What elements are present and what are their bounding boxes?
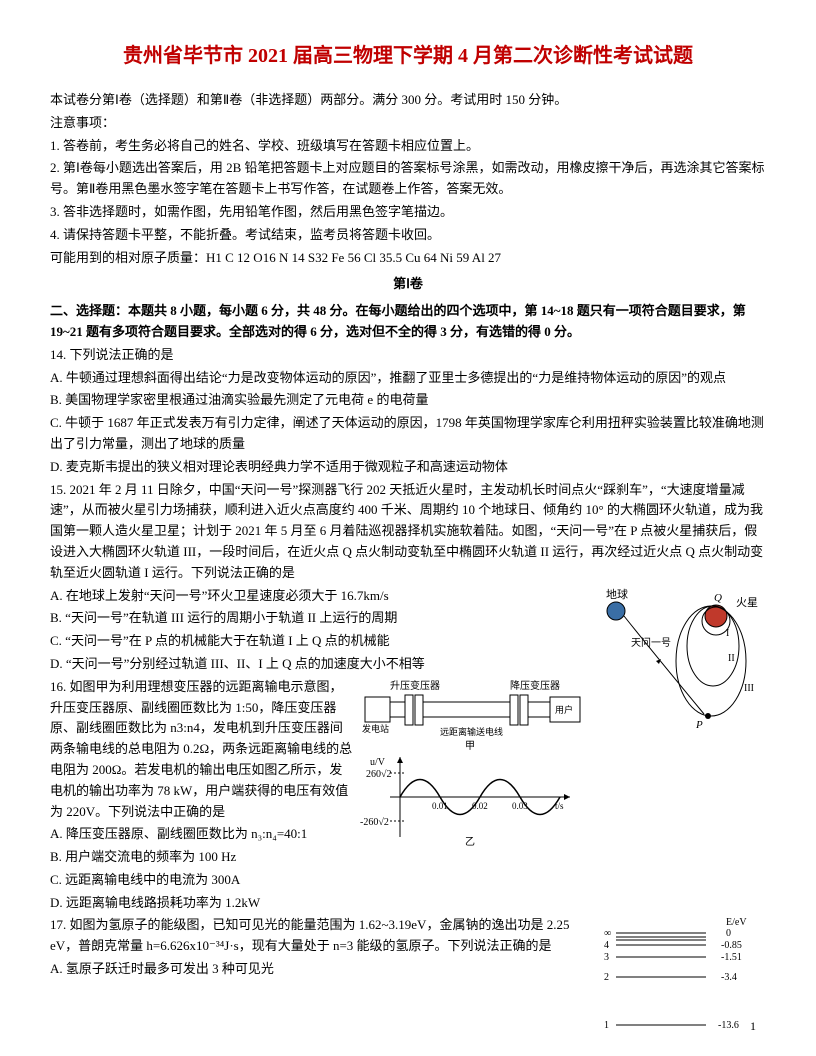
section-2-instruction: 二、选择题：本题共 8 小题，每小题 6 分，共 48 分。在每小题给出的四个选… <box>50 301 766 343</box>
svg-text:天问一号: 天问一号 <box>631 636 671 649</box>
svg-text:P: P <box>695 719 703 731</box>
svg-text:远距离输送电线: 远距离输送电线 <box>440 726 503 737</box>
svg-text:0: 0 <box>726 928 731 939</box>
svg-text:-0.85: -0.85 <box>721 940 742 951</box>
svg-text:Q: Q <box>714 592 722 604</box>
atomic-masses: 可能用到的相对原子质量：H1 C 12 O16 N 14 S32 Fe 56 C… <box>50 248 766 269</box>
notice-3: 3. 答非选择题时，如需作图，先用铅笔作图，然后用黑色签字笔描边。 <box>50 202 766 223</box>
svg-text:乙: 乙 <box>465 836 475 847</box>
exam-title: 贵州省毕节市 2021 届高三物理下学期 4 月第二次诊断性考试试题 <box>50 40 766 72</box>
volume-1-header: 第Ⅰ卷 <box>50 274 766 295</box>
page-number: 1 <box>750 1017 756 1036</box>
notice-2: 2. 第Ⅰ卷每小题选出答案后，用 2B 铅笔把答题卡上对应题目的答案标号涂黑，如… <box>50 158 766 200</box>
svg-text:0.02: 0.02 <box>472 801 488 811</box>
notice-header: 注意事项： <box>50 113 766 134</box>
svg-text:地球: 地球 <box>606 587 628 601</box>
svg-text:0.01: 0.01 <box>432 801 448 811</box>
svg-text:升压变压器: 升压变压器 <box>390 679 440 692</box>
svg-text:-3.4: -3.4 <box>721 972 737 983</box>
svg-text:火星: 火星 <box>736 596 758 609</box>
svg-text:4: 4 <box>604 940 609 951</box>
svg-text:t/s: t/s <box>555 801 564 811</box>
q14-stem: 14. 下列说法正确的是 <box>50 345 766 366</box>
svg-text:-1.51: -1.51 <box>721 952 742 963</box>
svg-text:发电站: 发电站 <box>362 723 389 734</box>
svg-text:-260√2: -260√2 <box>360 817 389 828</box>
notice-1: 1. 答卷前，考生务必将自己的姓名、学校、班级填写在答题卡相应位置上。 <box>50 136 766 157</box>
svg-text:-13.6: -13.6 <box>718 1020 739 1031</box>
figure-q17: E/eV ∞ 0 4 -0.85 3 -1.51 2 -3.4 1 -13.6 <box>596 915 766 1035</box>
figure-q16: 升压变压器 降压变压器 发电站 用户 远距离输送电线 甲 u/V 260√2 -… <box>360 677 590 847</box>
svg-text:0.03: 0.03 <box>512 801 528 811</box>
figure-q15: 地球 火星 Q I II III P 天问一号 <box>596 586 766 736</box>
notice-4: 4. 请保持答题卡平整，不能折叠。考试结束，监考员将答题卡收回。 <box>50 225 766 246</box>
svg-text:E/eV: E/eV <box>726 917 747 928</box>
svg-text:用户: 用户 <box>555 704 573 715</box>
svg-text:3: 3 <box>604 952 609 963</box>
svg-text:∞: ∞ <box>604 928 611 939</box>
svg-text:2: 2 <box>604 972 609 983</box>
q16-c: C. 远距离输电线中的电流为 300A <box>50 870 766 891</box>
svg-text:甲: 甲 <box>465 741 475 752</box>
q16-b: B. 用户端交流电的频率为 100 Hz <box>50 847 766 868</box>
q14-a: A. 牛顿通过理想斜面得出结论“力是改变物体运动的原因”，推翻了亚里士多德提出的… <box>50 368 766 389</box>
svg-text:1: 1 <box>604 1020 609 1031</box>
svg-text:260√2: 260√2 <box>366 769 392 780</box>
svg-text:降压变压器: 降压变压器 <box>510 679 560 692</box>
svg-text:III: III <box>744 683 754 694</box>
q16-d: D. 远距离输电线路损耗功率为 1.2kW <box>50 893 766 914</box>
svg-text:II: II <box>728 653 735 664</box>
intro-text: 本试卷分第Ⅰ卷（选择题）和第Ⅱ卷（非选择题）两部分。满分 300 分。考试用时 … <box>50 90 766 111</box>
svg-text:I: I <box>726 628 729 639</box>
q15-stem-part1: 15. 2021 年 2 月 11 日除夕，中国“天问一号”探测器飞行 202 … <box>50 480 766 584</box>
q14-c: C. 牛顿于 1687 年正式发表万有引力定律，阐述了天体运动的原因，1798 … <box>50 413 766 455</box>
svg-text:u/V: u/V <box>370 757 386 768</box>
q14-d: D. 麦克斯韦提出的狭义相对理论表明经典力学不适用于微观粒子和高速运动物体 <box>50 457 766 478</box>
q14-b: B. 美国物理学家密里根通过油滴实验最先测定了元电荷 e 的电荷量 <box>50 390 766 411</box>
